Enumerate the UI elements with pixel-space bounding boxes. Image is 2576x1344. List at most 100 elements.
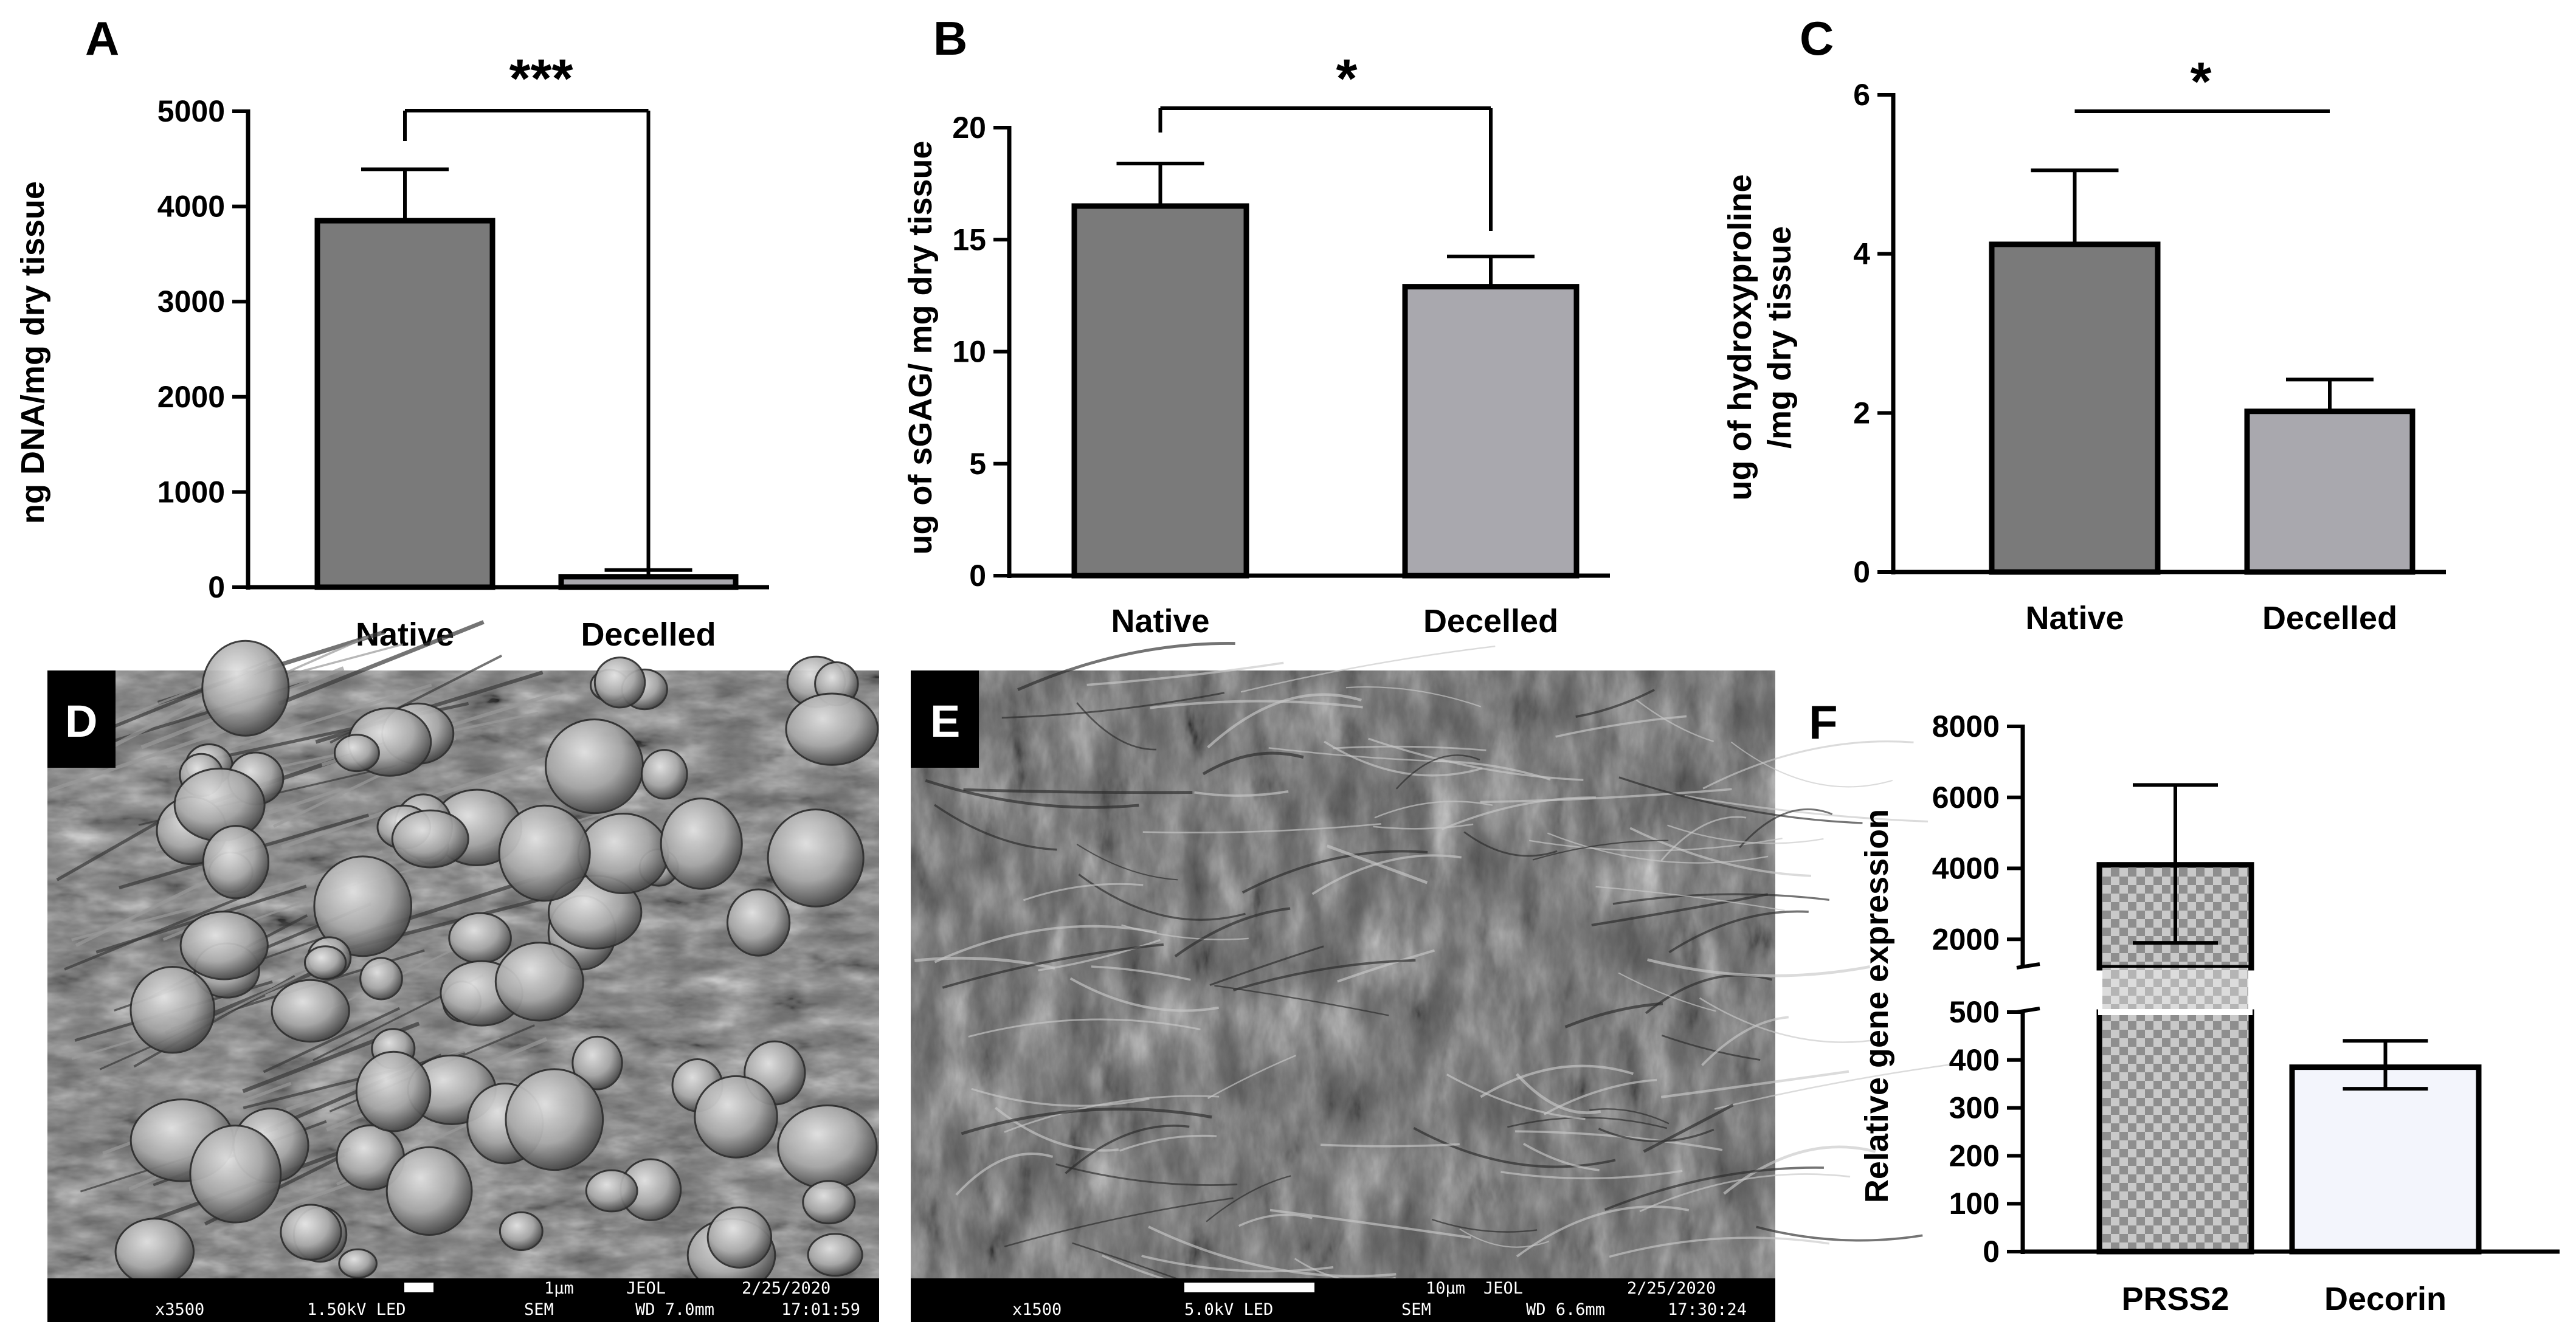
sem-cell-d [499, 1211, 544, 1251]
sem-fiber-e [1038, 939, 1161, 971]
sem-fiber-e [1091, 965, 1191, 981]
sem-fiber-e [1324, 740, 1483, 777]
sem-info-bar-d [47, 1278, 879, 1322]
sem-fiber-e [1660, 1070, 1849, 1098]
sem-fiber-e [1598, 1128, 1714, 1143]
sem-fiber-e [1023, 883, 1144, 901]
sem-cell-d [271, 979, 350, 1043]
sem-mode-d: SEM [524, 1300, 554, 1319]
sem-fiber-e [1326, 844, 1428, 884]
y-tick-label-c-2: 4 [1853, 237, 1870, 271]
sem-fiber-e [1207, 1055, 1296, 1099]
sem-fiber-e [1333, 745, 1487, 751]
sem-fiber-e [1618, 972, 1716, 1012]
chart-panel-c: C ug of hydroxyproline /mg dry tissue 0 2… [1722, 12, 2446, 636]
sem-cell-d [660, 798, 743, 890]
sem-cell-d [333, 734, 380, 773]
category-label-b-0: Native [1111, 603, 1209, 639]
sem-cell-d [313, 855, 413, 957]
sem-fiber-e [1701, 1016, 1789, 1066]
bar-f-0-break [2102, 968, 2248, 1012]
sem-image-e-fibers [914, 642, 1958, 1301]
panel-letter-c: C [1800, 12, 1834, 65]
sem-cell-d [303, 945, 347, 980]
sem-fiber-e [1209, 945, 1324, 987]
sem-fiber-e [1446, 1073, 1586, 1120]
sem-fiber-e [1668, 910, 1809, 954]
bar-f-0-lower [2096, 1009, 2254, 1255]
y-axis-label-c-line2: /mg dry tissue [1761, 226, 1798, 449]
y-axis-label-a: ng DNA/mg dry tissue [15, 181, 51, 524]
sem-cell-d [694, 1075, 778, 1159]
sem-fiber-e [1001, 692, 1225, 719]
bar-f-1 [2289, 1064, 2482, 1255]
category-label-f-0: PRSS2 [2121, 1281, 2229, 1317]
y-tick-label-lower-f-3: 300 [1949, 1091, 2000, 1125]
sem-fiber-e [1591, 893, 1769, 926]
sem-fiber-e [1202, 751, 1304, 776]
y-axis-label-f: Relative gene expression [1859, 809, 1895, 1203]
y-tick-label-upper-f-2: 6000 [1932, 781, 2000, 815]
sem-fiber-e [1269, 1208, 1471, 1239]
sem-fiber-d [263, 1007, 401, 1073]
sem-date-e: 2/25/2020 [1627, 1279, 1716, 1298]
sem-fiber-e [1374, 801, 1493, 819]
sem-fiber-e [942, 943, 1164, 989]
sem-fiber-e [994, 1106, 1119, 1152]
sem-fiber-e [1528, 837, 1783, 852]
y-tick-label-lower-f-2: 200 [1949, 1139, 2000, 1173]
sem-fiber-e [1141, 1255, 1334, 1273]
y-tick-label-a-5: 5000 [157, 94, 225, 128]
sem-fiber-e [1634, 698, 1714, 742]
sem-fiber-e [1345, 686, 1482, 708]
category-label-f-1: Decorin [2324, 1281, 2447, 1317]
sem-fiber-e [1612, 893, 1830, 905]
sem-wd-d: WD 7.0mm [635, 1300, 714, 1319]
sem-cell-d [129, 965, 216, 1054]
chart-panel-a: A ng DNA/mg dry tissue 0 1000 2000 3000 4000… [15, 12, 769, 653]
sem-image-e-texture [911, 670, 1775, 1278]
sem-fiber-e [1684, 794, 1929, 823]
sem-letter-box-d [47, 670, 116, 768]
category-label-c-1: Decelled [2262, 600, 2397, 636]
sem-fiber-e [1004, 1095, 1220, 1133]
sem-fiber-e [1516, 1205, 1690, 1258]
sem-fiber-e [1148, 1225, 1397, 1278]
panel-letter-f: F [1809, 695, 1838, 749]
sem-fiber-e [1320, 1143, 1460, 1148]
y-tick-label-b-0: 0 [969, 559, 986, 593]
panel-letter-b: B [933, 12, 967, 65]
sem-fiber-e [1661, 1035, 1761, 1061]
sem-image-panel-d: D 1µm JEOL 2/25/2020 x3500 1.50kV LED SE… [47, 620, 879, 1322]
sem-letter-e: E [930, 696, 960, 746]
sem-fiber-e [1206, 1175, 1291, 1222]
sem-cell-d [355, 1050, 432, 1132]
bar-a-1 [558, 574, 739, 590]
sem-fiber-e [1459, 1228, 1550, 1248]
y-tick-label-a-4: 4000 [157, 190, 225, 224]
chart-panel-b: B ug of sGAG/ mg dry tissue 0 5 10 15 20 Nati… [902, 12, 1610, 639]
chart-panel-f: F Relative gene expression 2000400060008… [1809, 695, 2560, 1317]
sem-fiber-e [925, 779, 1139, 809]
sem-fiber-d [277, 620, 485, 706]
sem-maker-e: JEOL [1483, 1279, 1523, 1298]
panel-letter-a: A [85, 12, 119, 65]
y-tick-label-lower-f-5: 500 [1949, 995, 2000, 1029]
sem-fiber-e [1072, 1242, 1189, 1284]
bar-c-1 [2244, 408, 2415, 575]
sem-fiber-e [1609, 1236, 1830, 1258]
sem-fiber-e [1555, 715, 1687, 738]
sem-fiber-e [1547, 832, 1769, 864]
sem-fiber-e [1238, 1213, 1313, 1227]
sem-cell-d [571, 1035, 623, 1091]
sem-cell-d [802, 1180, 856, 1225]
sem-scale-d: 1µm [544, 1279, 574, 1298]
sem-fiber-e [1373, 823, 1474, 830]
sem-fiber-e [1004, 1197, 1234, 1247]
sem-fiber-e [1142, 822, 1382, 834]
significance-marker-c: * [2190, 52, 2211, 112]
significance-marker-a: *** [509, 49, 573, 109]
y-tick-label-upper-f-0: 2000 [1932, 922, 2000, 956]
sem-fiber-e [1150, 700, 1363, 709]
